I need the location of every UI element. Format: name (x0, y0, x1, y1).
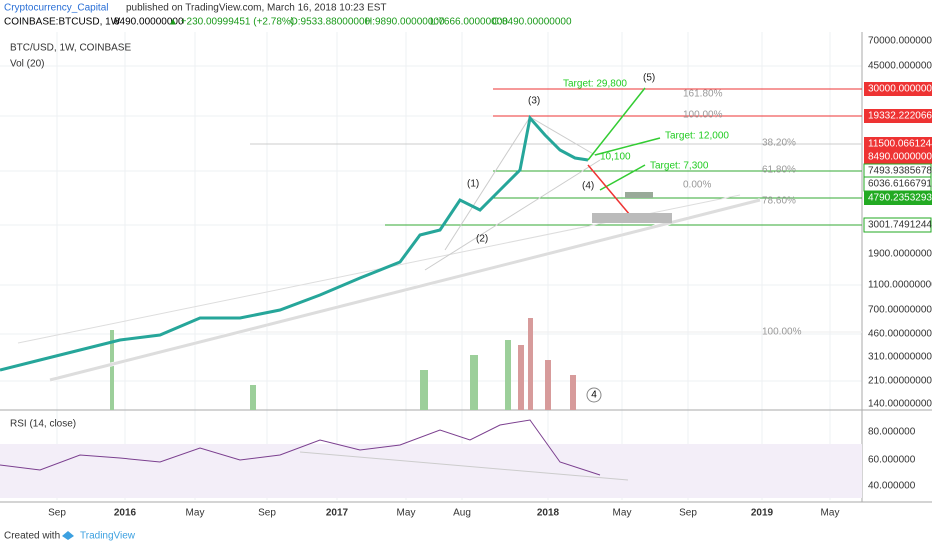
author: Cryptocurrency_Capital (4, 3, 109, 14)
price-label: 1100.00000000 (868, 280, 932, 291)
price-label: 45000.00000000 (868, 61, 932, 72)
high: H:9890.00000000 (365, 17, 445, 28)
price-label: 11500.06612446 (868, 139, 932, 150)
low: L:7666.00000000 (430, 17, 508, 28)
last: 8490.00000000 (114, 17, 184, 28)
price-label-bg (864, 109, 932, 123)
price-label: 6036.61667917 (868, 179, 932, 190)
annotation: 161.80% (683, 89, 723, 100)
price-label: 140.00000000 (868, 399, 932, 410)
footer-brand: TradingView (80, 531, 136, 542)
rsi-label: RSI (14, close) (10, 419, 76, 430)
change: ▲ +230.00999451 (+2.78%) (168, 17, 294, 28)
price-label-bg (864, 191, 932, 205)
rsi-label: 40.000000 (868, 481, 916, 492)
grid (0, 32, 862, 500)
rsi-label: 60.000000 (868, 455, 916, 466)
price-path (0, 114, 589, 372)
time-label: May (186, 508, 205, 519)
time-label: May (821, 508, 840, 519)
volume-bars (110, 318, 576, 410)
zone (625, 192, 653, 198)
annotation: 78.60% (762, 196, 796, 207)
annotation: 10,100 (600, 152, 631, 163)
annotation: (4) (582, 181, 594, 192)
annotation: Target: 29,800 (563, 79, 627, 90)
time-label: 2016 (114, 508, 137, 519)
price-label: 460.00000000 (868, 329, 932, 340)
published: published on TradingView.com, March 16, … (126, 3, 387, 14)
time-label: 2018 (537, 508, 560, 519)
price-label: 8490.00000000 (868, 152, 932, 163)
time-label: Sep (679, 508, 697, 519)
badge (586, 387, 602, 403)
annotation: (5) (643, 73, 655, 84)
time-label: Sep (48, 508, 66, 519)
volume-label: Vol (20) (10, 59, 44, 70)
price-label: 30000.00000000 (868, 84, 932, 95)
price-label-bg (864, 150, 932, 164)
projection-arrows (587, 87, 661, 216)
close: C:8490.00000000 (492, 17, 572, 28)
annotation: Target: 7,300 (650, 161, 709, 172)
rsi-line (0, 419, 601, 476)
pane-title: BTC/USD, 1W, COINBASE (10, 43, 131, 54)
rsi-band (0, 444, 862, 498)
badge-text: 4 (591, 390, 597, 401)
price-label: 1900.00000000 (868, 249, 932, 260)
open: O:9533.88000000 (290, 17, 371, 28)
annotation: 100.00% (762, 327, 802, 338)
annotation: Target: 12,000 (665, 131, 729, 142)
price-label: 19332.22206632 (868, 111, 932, 122)
price-label: 70000.00000000 (868, 36, 932, 47)
price-label-bg (864, 137, 932, 151)
annotation: (2) (476, 234, 488, 245)
price-label: 310.00000000 (868, 352, 932, 363)
annotation: 38.20% (762, 138, 796, 149)
price-label: 3001.74912447 (868, 220, 932, 231)
annotation: 100.00% (683, 110, 723, 121)
price-label-box (863, 217, 932, 233)
price-label: 210.00000000 (868, 376, 932, 387)
footer-created: Created with (4, 531, 60, 542)
zone (592, 213, 672, 223)
time-label: May (613, 508, 632, 519)
price-label-bg (864, 82, 932, 96)
symbol: COINBASE:BTCUSD, 1W (4, 17, 121, 28)
annotation: (3) (528, 96, 540, 107)
time-label: Sep (258, 508, 276, 519)
annotation: 0.00% (683, 180, 711, 191)
time-label: May (397, 508, 416, 519)
time-label: 2017 (326, 508, 349, 519)
time-label: Aug (453, 508, 471, 519)
annotation: (1) (467, 179, 479, 190)
price-label: 4790.23532935 (868, 193, 932, 204)
time-label: 2019 (751, 508, 774, 519)
rsi-label: 80.000000 (868, 427, 916, 438)
annotation: 61.80% (762, 165, 796, 176)
logo (62, 531, 74, 540)
price-label: 700.00000000 (868, 305, 932, 316)
price-label: 7493.93856789 (868, 166, 932, 177)
